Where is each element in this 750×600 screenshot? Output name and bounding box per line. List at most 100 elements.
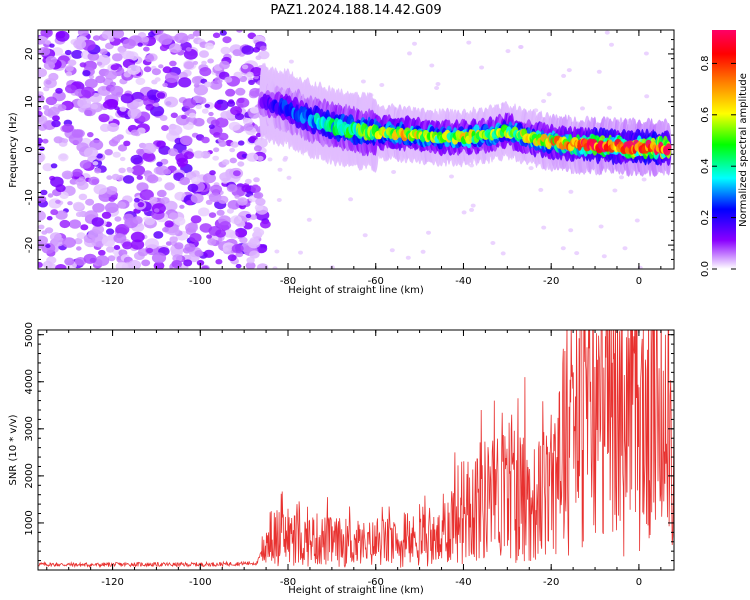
noise-blob xyxy=(247,238,261,249)
noise-blob xyxy=(193,83,200,88)
noise-blob xyxy=(215,117,229,128)
noise-blob xyxy=(241,153,248,158)
noise-blob xyxy=(62,123,74,133)
noise-blob xyxy=(115,224,130,235)
noise-blob xyxy=(40,189,48,196)
noise-blob xyxy=(96,153,103,159)
noise-blob xyxy=(260,220,271,229)
noise-blob xyxy=(143,46,150,52)
noise-blob xyxy=(222,36,232,44)
noise-blob xyxy=(93,184,108,195)
x-tick-label: -40 xyxy=(455,276,471,287)
noise-blob xyxy=(518,45,524,49)
noise-blob xyxy=(106,99,119,108)
noise-blob xyxy=(164,220,174,228)
noise-blob xyxy=(84,109,93,117)
noise-blob xyxy=(255,132,262,138)
noise-blob xyxy=(65,84,77,94)
noise-blob xyxy=(169,236,178,243)
noise-blob xyxy=(179,204,185,209)
noise-blob xyxy=(568,189,574,194)
noise-blob xyxy=(429,63,435,68)
noise-blob xyxy=(122,241,133,250)
noise-blob xyxy=(123,175,135,184)
noise-blob xyxy=(208,124,215,129)
noise-blob xyxy=(208,111,214,117)
y-tick-label: -20 xyxy=(24,237,35,253)
noise-blob xyxy=(92,35,101,41)
noise-blob xyxy=(634,218,640,223)
noise-blob xyxy=(228,121,241,131)
noise-blob xyxy=(47,193,54,198)
noise-blob xyxy=(148,31,156,38)
noise-blob xyxy=(622,246,628,251)
noise-blob xyxy=(67,59,77,66)
noise-blob xyxy=(245,213,252,219)
snr-frame xyxy=(37,329,675,571)
colorbar-tick-label: 0.6 xyxy=(700,107,711,123)
noise-blob xyxy=(245,261,256,269)
noise-blob xyxy=(298,250,303,255)
noise-blob xyxy=(184,243,196,252)
noise-blob xyxy=(156,92,166,99)
noise-blob xyxy=(92,161,99,166)
noise-blob xyxy=(470,203,476,208)
noise-blob xyxy=(191,76,203,85)
noise-blob xyxy=(226,184,238,193)
noise-blob xyxy=(201,265,209,269)
noise-blob xyxy=(243,222,253,230)
colorbar-label: Normalized spectral amplitude xyxy=(738,73,749,227)
noise-blob xyxy=(216,209,225,216)
noise-blob xyxy=(74,237,83,245)
noise-blob xyxy=(274,249,280,254)
noise-blob xyxy=(236,220,246,228)
noise-blob xyxy=(362,233,368,238)
noise-blob xyxy=(241,64,249,70)
noise-blob xyxy=(188,222,198,230)
snr-ylabel: SNR (10 * v/v) xyxy=(8,414,19,485)
noise-blob xyxy=(87,51,100,61)
noise-blob xyxy=(57,104,67,112)
noise-blob xyxy=(267,157,273,162)
noise-blob xyxy=(51,120,61,128)
noise-blob xyxy=(75,211,83,218)
noise-blob xyxy=(101,86,107,91)
noise-blob xyxy=(67,201,73,206)
noise-blob xyxy=(168,124,183,136)
noise-blob xyxy=(59,191,69,199)
snr-xlabel: Height of straight line (km) xyxy=(288,585,424,596)
y-tick-label: 1000 xyxy=(24,510,35,535)
noise-blob xyxy=(55,87,63,94)
x-tick-label: -120 xyxy=(101,276,124,287)
noise-blob xyxy=(104,70,118,81)
noise-blob xyxy=(130,129,139,136)
noise-blob xyxy=(212,155,219,161)
noise-blob xyxy=(272,266,278,269)
noise-blob xyxy=(197,97,207,104)
noise-blob xyxy=(50,163,58,169)
noise-blob xyxy=(127,64,141,75)
noise-blob xyxy=(38,261,43,268)
noise-blob xyxy=(259,45,267,51)
y-tick-label: 10 xyxy=(24,95,35,108)
noise-blob xyxy=(151,203,166,214)
noise-blob xyxy=(94,167,102,174)
noise-blob xyxy=(164,182,175,191)
noise-blob xyxy=(207,58,214,64)
colorbar-gradient xyxy=(712,30,736,269)
noise-blob xyxy=(250,184,261,194)
noise-blob xyxy=(250,106,259,114)
noise-blob xyxy=(42,105,50,110)
x-tick-label: -60 xyxy=(368,577,384,588)
x-tick-label: -80 xyxy=(280,276,296,287)
noise-blob xyxy=(469,163,475,168)
noise-blob xyxy=(187,183,199,193)
noise-blob xyxy=(162,66,172,74)
noise-blob xyxy=(241,184,252,193)
noise-blob xyxy=(159,44,169,52)
noise-blob xyxy=(119,156,126,162)
noise-blob xyxy=(164,200,178,212)
noise-blob xyxy=(83,147,99,159)
noise-blob xyxy=(113,233,127,244)
